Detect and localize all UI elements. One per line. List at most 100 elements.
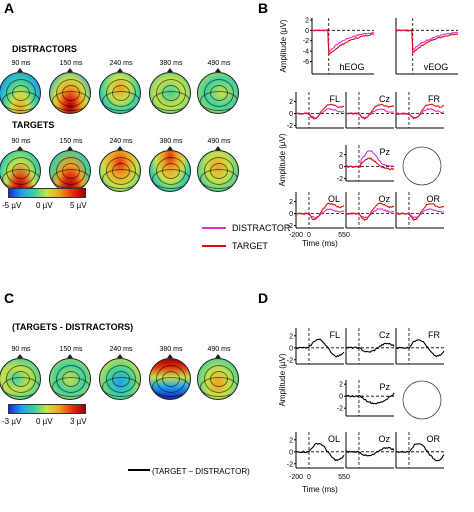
target-topomap bbox=[99, 150, 141, 192]
panel-label-a: A bbox=[4, 0, 15, 16]
b-xlabel: Time (ms) bbox=[302, 239, 338, 248]
contour-line bbox=[102, 91, 140, 111]
targets-title: TARGETS bbox=[12, 120, 55, 130]
d-xtick-max: 550 bbox=[338, 474, 350, 481]
target-trace bbox=[395, 103, 445, 120]
target-topomap bbox=[149, 150, 191, 192]
channel-label: OR bbox=[427, 434, 441, 444]
y-tick-label: -2 bbox=[287, 123, 293, 130]
channel-label: FL bbox=[329, 330, 340, 340]
heog-label: hEOG bbox=[339, 62, 364, 72]
y-tick-label: 2 bbox=[289, 99, 293, 106]
contour-line bbox=[52, 91, 90, 111]
panel-label-b: B bbox=[258, 0, 269, 16]
veog-target-trace bbox=[395, 28, 459, 54]
electrode-layout-icon bbox=[402, 380, 442, 420]
heog-plot: 2 0 -2 -4 -6 bbox=[303, 17, 375, 75]
b-pz-plot: Pz 2 0 -2 bbox=[337, 145, 395, 183]
y-tick-label: -2 bbox=[287, 461, 293, 468]
contour-line bbox=[200, 169, 238, 189]
b-FL-plot: FL 2 0 -2 bbox=[287, 92, 345, 130]
y-tick-label: 0 bbox=[289, 345, 293, 352]
difference-time-label: 150 ms bbox=[59, 346, 83, 353]
channel-label: OR bbox=[427, 194, 441, 204]
nose-marker bbox=[167, 354, 173, 358]
target-trace bbox=[345, 202, 395, 222]
difference-topomap bbox=[0, 358, 41, 400]
channel-label: OL bbox=[328, 194, 340, 204]
nose-marker bbox=[117, 68, 123, 72]
eog-ylabel: Amplitude (µV) bbox=[279, 19, 288, 72]
veog-label: vEOG bbox=[424, 62, 449, 72]
distractor-time-label: 90 ms bbox=[11, 60, 31, 67]
contour-line bbox=[102, 377, 140, 397]
distractor-time-label: 490 ms bbox=[207, 60, 231, 67]
difference-time-label: 90 ms bbox=[11, 346, 31, 353]
difference-trace bbox=[295, 338, 345, 358]
contour-line bbox=[200, 377, 238, 397]
target-topomap bbox=[49, 150, 91, 192]
b-OL-plot: OL 2 0 -2 bbox=[287, 192, 345, 230]
contour-line bbox=[152, 377, 190, 397]
difference-topomap bbox=[99, 358, 141, 400]
b-FR-plot: FR bbox=[395, 92, 445, 129]
y-tick-label: 2 bbox=[339, 382, 343, 389]
y-tick-label: -2 bbox=[337, 176, 343, 183]
distractor-topomap bbox=[149, 72, 191, 114]
colorbar-c-max: 3 µV bbox=[70, 417, 87, 426]
channel-label: FR bbox=[428, 94, 440, 104]
b-Oz-plot: Oz bbox=[345, 192, 395, 229]
d-ylabel: Amplitude (µV) bbox=[278, 353, 287, 406]
nose-marker bbox=[215, 68, 221, 72]
nose-marker bbox=[17, 146, 23, 150]
d-xtick-min: -200 bbox=[289, 474, 303, 481]
channel-label: Oz bbox=[378, 434, 390, 444]
nose-marker bbox=[117, 146, 123, 150]
nose-marker bbox=[67, 68, 73, 72]
distractor-topomap bbox=[0, 72, 41, 114]
colorbar-c-mid: 0 µV bbox=[36, 417, 53, 426]
target-trace bbox=[345, 103, 395, 120]
d-xtick-zero: 0 bbox=[307, 474, 311, 481]
legend-diff: (TARGET – DISTRACTOR) bbox=[152, 467, 250, 476]
y-tick-label: 0 bbox=[339, 164, 343, 171]
distractor-topomap bbox=[99, 72, 141, 114]
y-tick-label: -4 bbox=[303, 49, 309, 56]
difference-trace bbox=[395, 339, 445, 358]
legend-diff-swatch bbox=[128, 469, 150, 471]
contour-line bbox=[152, 91, 190, 111]
y-tick-label: 2 bbox=[289, 199, 293, 206]
colorbar-a-max: 5 µV bbox=[70, 201, 87, 210]
heog-target-trace bbox=[311, 29, 375, 56]
channel-label: FR bbox=[428, 330, 440, 340]
distractor-topomap bbox=[197, 72, 239, 114]
distractor-time-label: 150 ms bbox=[59, 60, 83, 67]
d-OR-plot: OR bbox=[395, 432, 445, 469]
d-FR-plot: FR bbox=[395, 328, 445, 365]
heog-distractor-trace bbox=[311, 29, 375, 53]
contour-line bbox=[200, 91, 238, 111]
nose-marker bbox=[17, 354, 23, 358]
target-time-label: 150 ms bbox=[59, 138, 83, 145]
b-xtick-zero: 0 bbox=[307, 232, 311, 239]
d-xlabel: Time (ms) bbox=[302, 485, 338, 494]
difference-trace bbox=[395, 443, 445, 462]
y-tick-label: 2 bbox=[289, 333, 293, 340]
target-trace bbox=[395, 203, 445, 221]
difference-topomap bbox=[149, 358, 191, 400]
nose-marker bbox=[215, 146, 221, 150]
colorbar-a-min: -5 µV bbox=[2, 201, 22, 210]
electrode-layout-icon bbox=[402, 146, 442, 186]
diff-title: (TARGETS - DISTRACTORS) bbox=[12, 322, 134, 332]
veog-distractor-trace bbox=[395, 29, 459, 52]
nose-marker bbox=[167, 146, 173, 150]
difference-trace bbox=[295, 442, 345, 462]
contour-line bbox=[52, 377, 90, 397]
difference-trace bbox=[345, 446, 395, 457]
d-pz-plot: Pz 2 0 -2 bbox=[337, 380, 395, 417]
target-time-label: 490 ms bbox=[207, 138, 231, 145]
y-tick-label: 2 bbox=[339, 152, 343, 159]
nose-marker bbox=[67, 354, 73, 358]
colorbar-c-min: -3 µV bbox=[2, 417, 22, 426]
